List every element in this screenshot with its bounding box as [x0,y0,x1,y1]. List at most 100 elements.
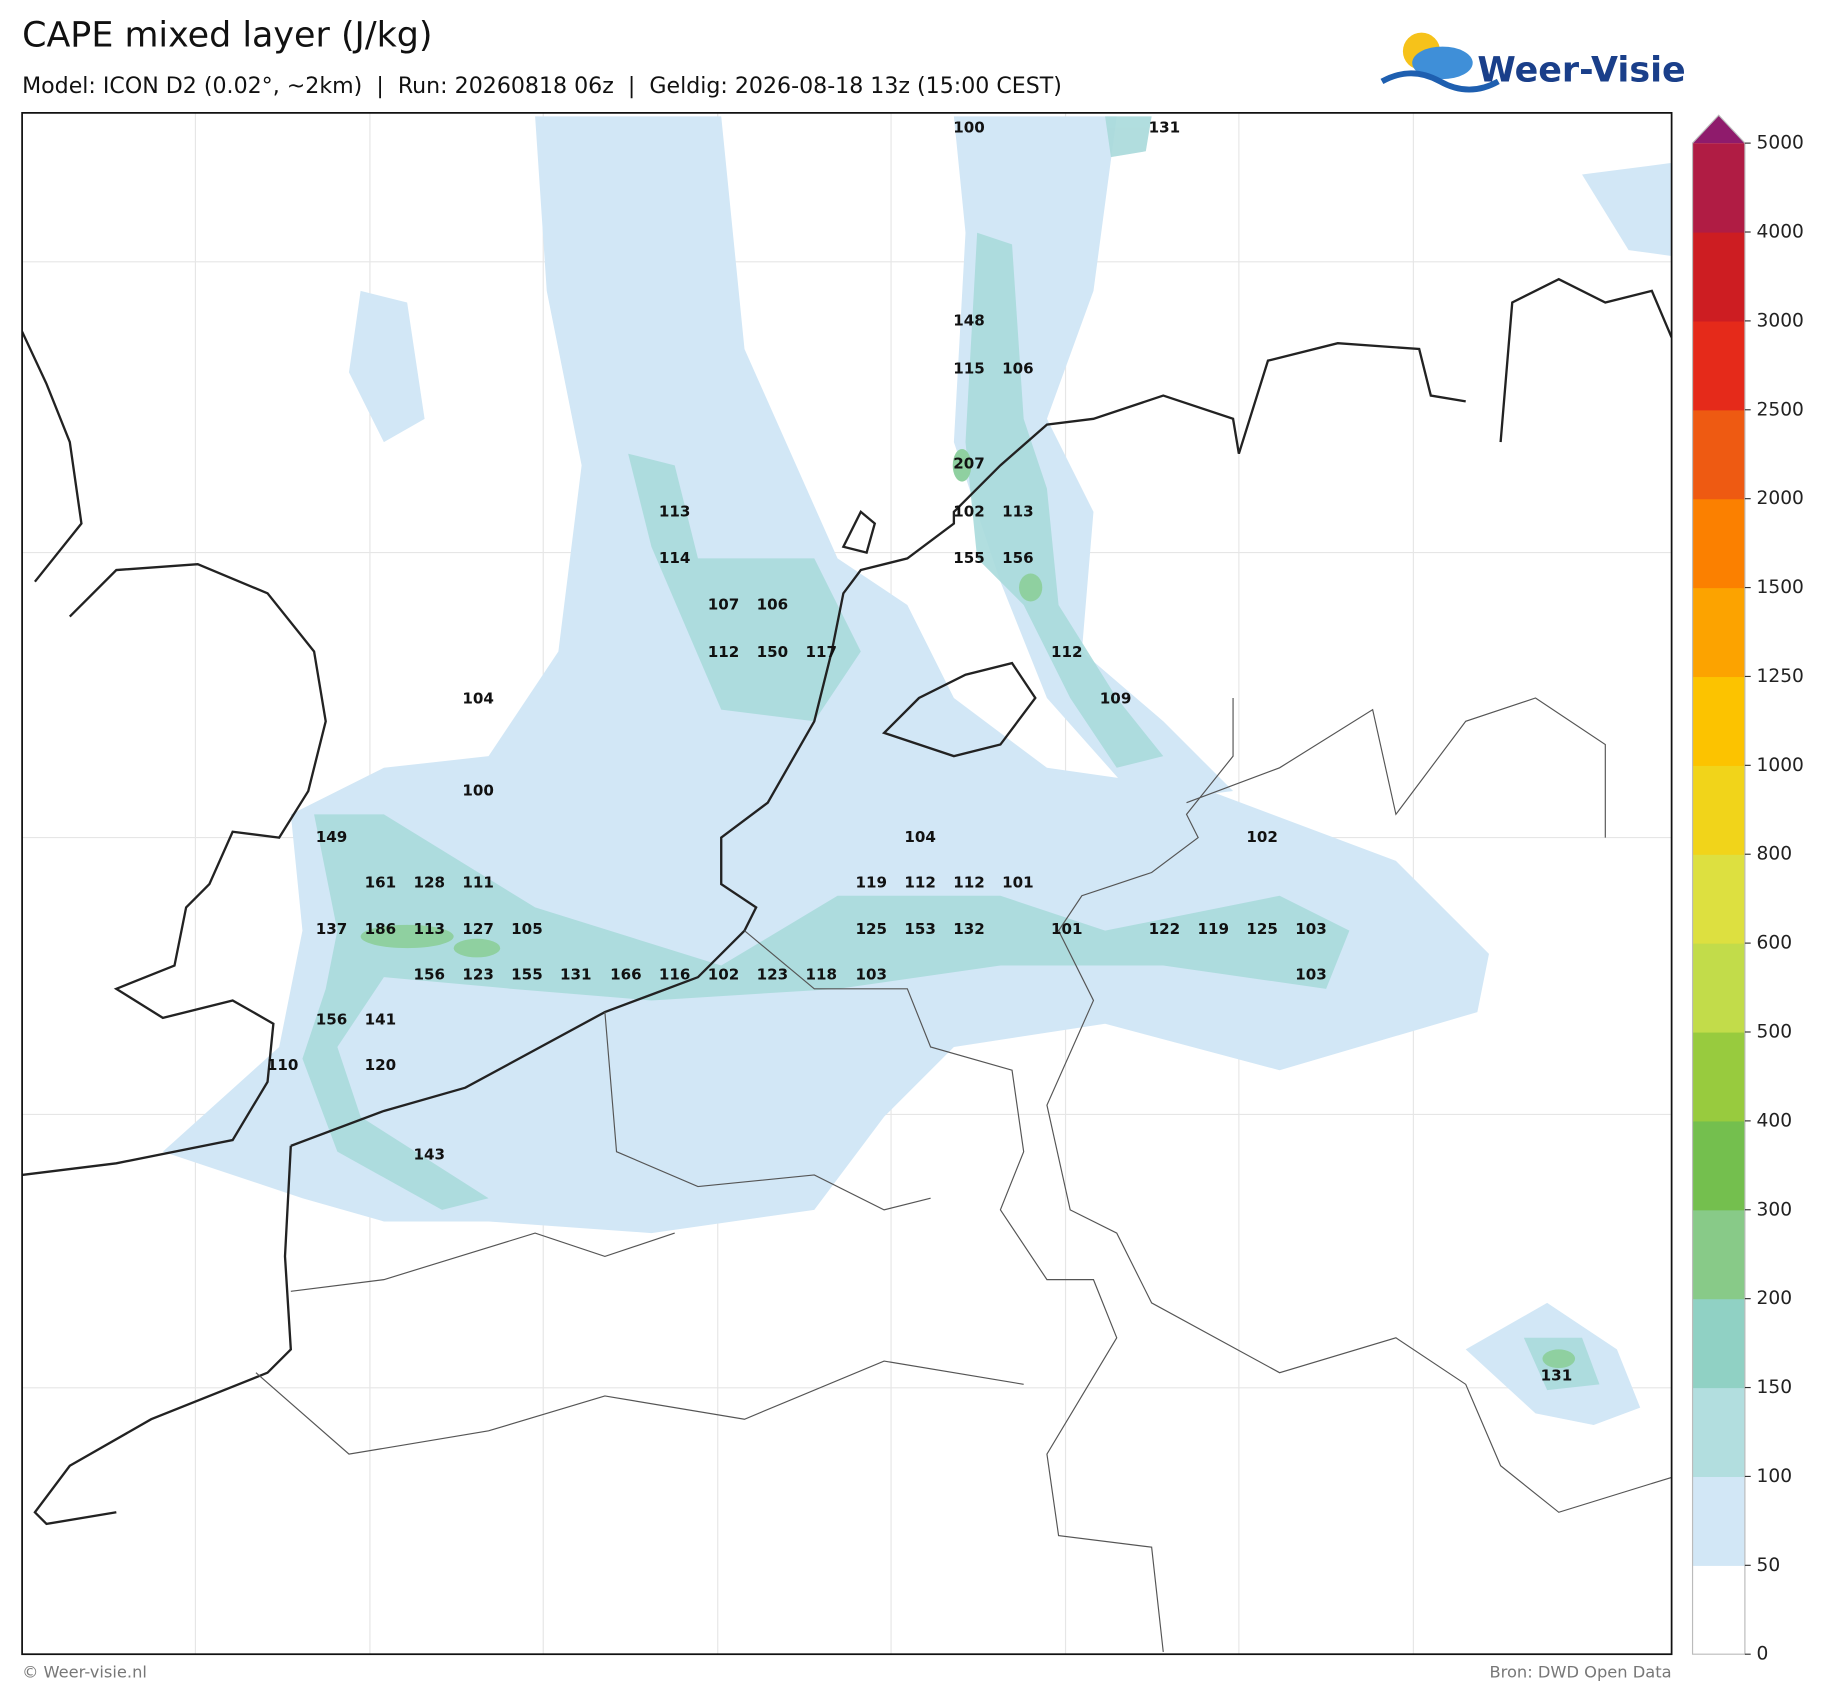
cape-label: 127 [462,920,494,938]
cape-label: 116 [659,965,691,983]
map-frame [21,112,1673,1656]
cape-label: 128 [413,873,445,891]
cape-label: 101 [1002,873,1034,891]
cape-label: 120 [365,1056,397,1074]
colorbar-tick-label: 2000 [1757,488,1804,509]
colorbar-segment [1692,1298,1745,1389]
colorbar-extend [1692,115,1745,144]
cape-label: 103 [1295,965,1327,983]
cape-label: 141 [365,1011,397,1029]
cape-label: 122 [1149,920,1181,938]
cape-label: 150 [757,643,789,661]
coastlines [22,277,1672,1526]
cape-label: 105 [511,920,543,938]
cape-label: 100 [462,782,494,800]
cape-label: 137 [316,920,348,938]
footer-right: Bron: DWD Open Data [1489,1662,1671,1681]
cape-label: 102 [1246,828,1278,846]
cape-label: 103 [856,965,888,983]
colorbar-segment [1692,676,1745,766]
cape-label: 112 [708,643,740,661]
colorbar-segment [1692,1120,1745,1211]
colorbar-tick-label: 1500 [1757,577,1804,598]
footer-left: © Weer-visie.nl [22,1662,147,1681]
colorbar-segment [1692,1565,1745,1655]
cape-label: 102 [953,502,985,520]
cape-label: 155 [953,549,985,567]
colorbar-tick-label: 5000 [1757,133,1804,154]
cape-label: 112 [1051,643,1083,661]
colorbar-tick-label: 600 [1757,933,1793,954]
cape-label: 156 [413,965,445,983]
cape-label: 112 [904,873,936,891]
title: CAPE mixed layer (J/kg) [22,16,432,56]
colorbar-outline [1691,114,1746,1655]
cape-label: 101 [1051,920,1083,938]
colorbar-segment [1692,1209,1745,1300]
cape-label: 104 [462,690,494,708]
colorbar-segment [1692,232,1745,322]
colorbar-tick-label: 100 [1757,1466,1793,1487]
cape-label: 186 [365,920,397,938]
cape-label: 156 [316,1011,348,1029]
value-labels: 100 131 148 115 106 207 102 113 113 114 155 156 107 1… [267,119,1572,1385]
cape-label: 149 [316,828,348,846]
cape-label: 119 [1198,920,1230,938]
cape-label: 111 [462,873,494,891]
colorbar-segment [1692,498,1745,589]
colorbar-tick-label: 300 [1757,1199,1793,1220]
cape-label: 103 [1295,920,1327,938]
cape-label: 102 [708,965,740,983]
colorbar-segment [1692,320,1745,411]
cape-label: 131 [1541,1367,1573,1385]
cape-label: 106 [757,595,789,613]
colorbar-tick-label: 2500 [1757,399,1804,420]
subtitle: Model: ICON D2 (0.02°, ~2km) | Run: 2026… [22,73,1062,99]
cape-label: 113 [1002,502,1034,520]
cape-label: 119 [856,873,888,891]
cape-label: 132 [953,920,985,938]
cape-label: 104 [904,828,936,846]
cape-label: 107 [708,595,740,613]
colorbar-segment [1692,854,1745,944]
colorbar-tick-label: 0 [1757,1644,1769,1665]
cape-label: 113 [659,502,691,520]
cape-label: 118 [805,965,837,983]
borders [255,697,1672,1652]
logo-cloud [1412,46,1473,80]
cape-label: 125 [1246,920,1278,938]
logo-text: Weer-Visie [1477,50,1685,90]
cape-field-100 [302,116,1600,1391]
colorbar-tick-label: 500 [1757,1021,1793,1042]
logo-wave [1380,70,1500,93]
colorbar-segment [1692,1387,1745,1478]
cape-label: 125 [856,920,888,938]
cape-label: 131 [560,965,592,983]
cape-label: 123 [462,965,494,983]
cape-label: 100 [953,119,985,137]
cape-label: 148 [953,312,985,330]
cape-field-200 [360,449,1576,1369]
cape-label: 106 [1002,359,1034,377]
cape-label: 113 [413,920,445,938]
colorbar-tick-label: 3000 [1757,310,1804,331]
colorbar-segment [1692,143,1745,233]
colorbar: 0 50 100 150 200 300 400 500 600 800 1000 1250 1500 2… [1691,114,1804,1665]
cape-label: 156 [1002,549,1034,567]
cape-label: 207 [953,455,985,473]
cape-label: 112 [953,873,985,891]
colorbar-segment [1692,943,1745,1033]
colorbar-tick-label: 200 [1757,1288,1793,1309]
map: 100 131 148 115 106 207 102 113 113 114 155 156 107 1… [22,112,1672,1655]
cape-label: 131 [1149,119,1181,137]
cape-label: 114 [659,549,691,567]
cape-label: 166 [610,965,642,983]
colorbar-tick-label: 50 [1757,1555,1781,1576]
colorbar-segment [1692,409,1745,500]
cape-label: 109 [1100,690,1132,708]
colorbar-segment [1692,1031,1745,1122]
cape-label: 153 [904,920,936,938]
colorbar-segment [1692,1476,1745,1566]
